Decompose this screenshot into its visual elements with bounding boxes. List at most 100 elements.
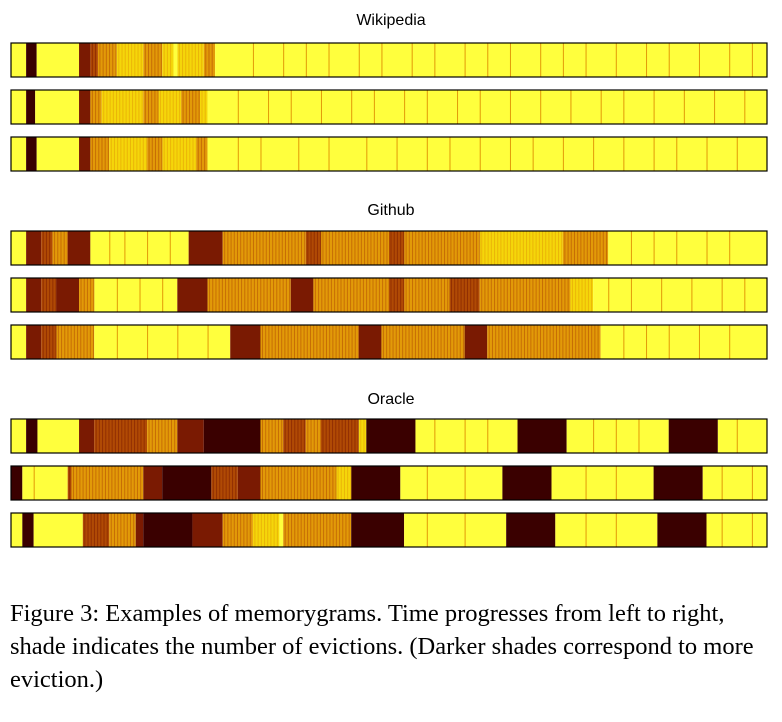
strip-border (10, 277, 768, 313)
eviction-stripe (630, 278, 632, 312)
eviction-segment (230, 325, 261, 359)
eviction-stripe (476, 278, 478, 312)
eviction-stripe (495, 325, 497, 359)
eviction-stripe (323, 513, 325, 547)
eviction-segment (200, 90, 208, 124)
eviction-stripe (105, 419, 107, 453)
eviction-stripe (108, 466, 110, 500)
eviction-stripe (77, 325, 79, 359)
eviction-stripe (450, 325, 452, 359)
eviction-segment (11, 231, 27, 265)
eviction-stripe (134, 43, 136, 77)
eviction-stripe (119, 90, 121, 124)
eviction-stripe (84, 513, 86, 547)
eviction-stripe (109, 43, 111, 77)
eviction-stripe (98, 137, 100, 171)
eviction-stripe (204, 90, 206, 124)
eviction-stripe (49, 278, 51, 312)
eviction-stripe (198, 90, 200, 124)
eviction-stripe (303, 513, 305, 547)
eviction-stripe (551, 278, 553, 312)
eviction-stripe (532, 231, 534, 265)
eviction-segment (320, 419, 359, 453)
eviction-stripe (744, 90, 746, 124)
eviction-stripe (585, 466, 587, 500)
eviction-stripe (350, 278, 352, 312)
eviction-stripe (729, 231, 731, 265)
eviction-stripe (309, 325, 311, 359)
eviction-stripe (328, 43, 330, 77)
eviction-stripe (676, 231, 678, 265)
eviction-stripe (97, 513, 99, 547)
eviction-segment (79, 137, 91, 171)
eviction-stripe (415, 278, 417, 312)
eviction-stripe (170, 43, 172, 77)
eviction-segment (562, 231, 609, 265)
eviction-stripe (484, 278, 486, 312)
eviction-stripe (270, 513, 272, 547)
eviction-stripe (130, 419, 132, 453)
eviction-stripe (400, 278, 402, 312)
eviction-segment (33, 513, 83, 547)
eviction-stripe (252, 231, 254, 265)
eviction-stripe (328, 419, 330, 453)
eviction-segment (290, 278, 314, 312)
eviction-stripe (274, 466, 276, 500)
eviction-stripe (357, 325, 359, 359)
eviction-stripe (233, 231, 235, 265)
eviction-stripe (751, 513, 753, 547)
eviction-stripe (378, 278, 380, 312)
eviction-stripe (470, 278, 472, 312)
eviction-stripe (538, 231, 540, 265)
eviction-stripe (367, 231, 369, 265)
eviction-stripe (140, 466, 142, 500)
eviction-stripe (646, 325, 648, 359)
eviction-stripe (347, 466, 349, 500)
eviction-stripe (271, 325, 273, 359)
eviction-stripe (244, 278, 246, 312)
eviction-stripe (490, 231, 492, 265)
eviction-stripe (232, 466, 234, 500)
eviction-stripe (386, 231, 388, 265)
eviction-stripe (305, 43, 307, 77)
eviction-stripe (300, 419, 302, 453)
eviction-stripe (157, 43, 159, 77)
eviction-segment (358, 325, 382, 359)
eviction-stripe (219, 466, 221, 500)
eviction-stripe (261, 419, 263, 453)
eviction-stripe (484, 231, 486, 265)
eviction-segment (415, 419, 518, 453)
eviction-stripe (370, 231, 372, 265)
eviction-stripe (479, 90, 481, 124)
eviction-stripe (164, 419, 166, 453)
eviction-stripe (167, 419, 169, 453)
eviction-stripe (148, 419, 150, 453)
eviction-stripe (268, 231, 270, 265)
eviction-stripe (265, 466, 267, 500)
eviction-stripe (335, 325, 337, 359)
eviction-stripe (279, 278, 281, 312)
eviction-stripe (540, 43, 542, 77)
eviction-stripe (335, 513, 337, 547)
eviction-segment (207, 90, 767, 124)
eviction-stripe (443, 325, 445, 359)
eviction-stripe (529, 278, 531, 312)
eviction-stripe (148, 43, 149, 77)
eviction-stripe (341, 419, 343, 453)
eviction-stripe (211, 43, 213, 77)
eviction-stripe (396, 137, 398, 171)
eviction-stripe (356, 278, 358, 312)
eviction-stripe (95, 43, 97, 77)
eviction-stripe (227, 513, 229, 547)
eviction-stripe (284, 466, 286, 500)
eviction-stripe (142, 137, 144, 171)
eviction-stripe (281, 419, 283, 453)
eviction-stripe (428, 231, 430, 265)
eviction-stripe (597, 325, 599, 359)
eviction-segment (237, 466, 261, 500)
eviction-stripe (160, 43, 162, 77)
eviction-segment (22, 513, 34, 547)
eviction-stripe (343, 278, 345, 312)
eviction-stripe (90, 513, 92, 547)
eviction-stripe (600, 90, 602, 124)
